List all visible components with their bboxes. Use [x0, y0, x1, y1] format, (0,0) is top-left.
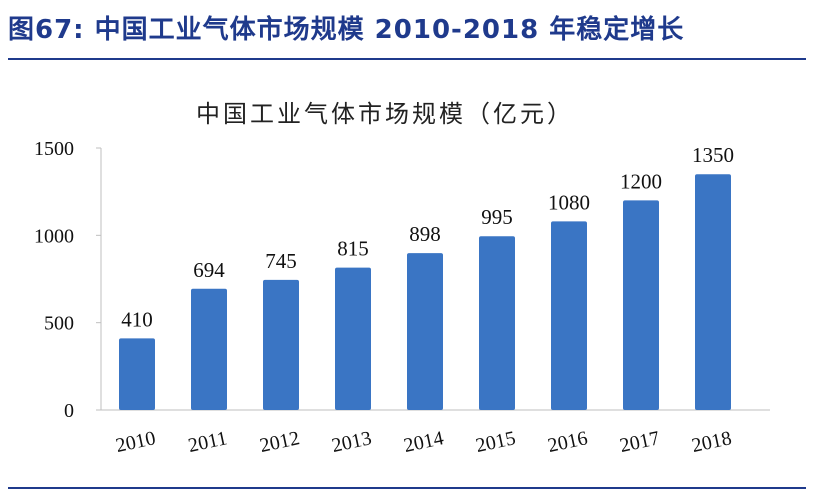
bar-value-label: 745 — [265, 249, 297, 273]
bar — [695, 174, 731, 410]
x-tick-label: 2016 — [546, 427, 590, 457]
bar-value-label: 694 — [193, 258, 225, 282]
bars — [119, 174, 731, 410]
bar-value-label: 898 — [409, 222, 441, 246]
bar-value-label: 410 — [121, 307, 153, 331]
y-tick-label: 0 — [64, 400, 74, 422]
bar — [623, 200, 659, 410]
bar — [119, 338, 155, 410]
y-tick-label: 1500 — [34, 138, 74, 160]
x-tick-label: 2012 — [258, 427, 302, 457]
x-tick-label: 2010 — [114, 427, 158, 457]
bar — [263, 279, 299, 410]
y-tick-label: 1000 — [34, 225, 74, 247]
figure-title: 图67: 中国工业气体市场规模 2010-2018 年稳定增长 — [8, 15, 685, 45]
bottom-divider — [8, 487, 806, 489]
chart-title: 中国工业气体市场规模（亿元） — [196, 100, 574, 128]
bar-value-label: 995 — [481, 205, 513, 229]
x-tick-label: 2015 — [474, 427, 518, 457]
x-tick-label: 2013 — [330, 427, 374, 457]
x-tick-label: 2018 — [690, 427, 734, 457]
y-tick-label: 500 — [44, 313, 74, 335]
bar — [479, 236, 515, 410]
top-divider — [8, 58, 806, 60]
bar — [335, 267, 371, 410]
bar-value-label: 815 — [337, 237, 369, 261]
x-tick-label: 2011 — [186, 427, 229, 457]
data-labels: 410 694 745 815 898 995 1080 1200 1350 — [121, 143, 734, 331]
bar — [407, 253, 443, 410]
bar — [191, 288, 227, 410]
x-tick-label: 2017 — [618, 427, 662, 457]
x-tick-label: 2014 — [402, 427, 446, 457]
bar-value-label: 1200 — [620, 169, 662, 193]
bar-value-label: 1080 — [548, 190, 590, 214]
bar-value-label: 1350 — [692, 143, 734, 167]
bar — [551, 221, 587, 410]
